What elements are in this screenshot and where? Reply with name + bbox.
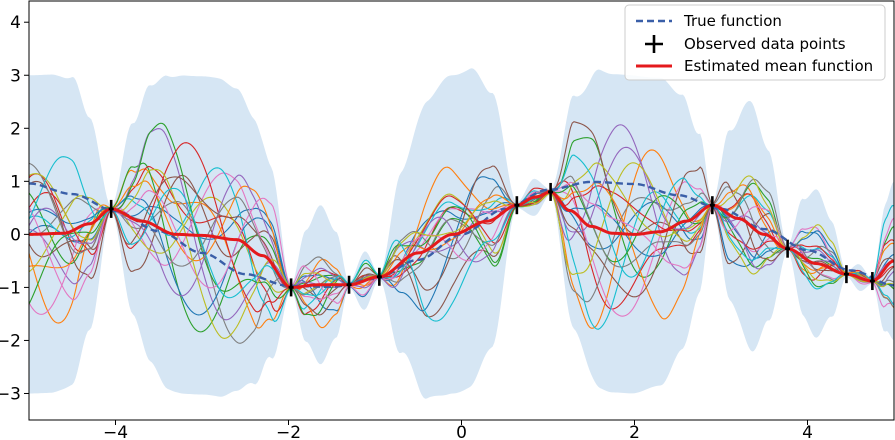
y-axis: −3 −2 −1 0 1 2 3 4 (0, 13, 29, 404)
observed-point (514, 196, 520, 215)
legend: True function Observed data points Estim… (624, 4, 886, 81)
y-tick-label: −2 (0, 331, 21, 351)
plot-area (29, 68, 894, 399)
x-tick-label: 0 (456, 423, 467, 440)
sample-function-line (29, 122, 894, 317)
observed-point (288, 278, 294, 297)
observed-point (376, 267, 382, 286)
legend-mean-function-label: Estimated mean function (684, 57, 873, 75)
sample-function-line (29, 154, 894, 322)
true-function-line (29, 180, 894, 289)
y-tick-label: 2 (10, 119, 21, 139)
sample-function-line (29, 142, 894, 313)
sample-function-line (29, 165, 894, 316)
observed-point (548, 182, 554, 201)
legend-observed-label: Observed data points (684, 35, 846, 53)
sample-function-line (29, 162, 894, 339)
x-axis: −4 −2 0 2 4 (103, 420, 813, 440)
x-tick-label: 2 (629, 423, 640, 440)
observed-point (108, 199, 114, 218)
observed-point (843, 265, 849, 284)
observed-point (869, 272, 875, 291)
observed-point (709, 196, 715, 215)
sample-function-line (29, 124, 894, 321)
legend-observed-swatch (645, 35, 663, 53)
y-tick-label: 4 (10, 13, 21, 33)
sample-function-line (29, 137, 894, 333)
sample-function-line (29, 162, 894, 296)
sample-function-line (29, 146, 894, 297)
legend-frame (624, 4, 886, 81)
y-tick-label: −3 (0, 384, 21, 404)
y-tick-label: 0 (10, 225, 21, 245)
y-tick-label: 3 (10, 66, 21, 86)
observed-data-points (108, 182, 875, 297)
legend-true-function-label: True function (683, 12, 782, 30)
x-tick-label: −2 (276, 423, 301, 440)
sample-function-line (29, 162, 894, 295)
x-tick-label: −4 (103, 423, 128, 440)
sample-function-line (29, 181, 894, 304)
y-tick-label: −1 (0, 278, 21, 298)
observed-point (346, 275, 352, 294)
sample-function-line (29, 121, 894, 318)
sample-function-line (29, 186, 894, 344)
sample-function-line (29, 165, 894, 316)
x-tick-label: 4 (802, 423, 813, 440)
mean-function-line (29, 190, 894, 289)
sample-function-line (29, 176, 894, 316)
observed-point (785, 239, 791, 258)
y-tick-label: 1 (10, 172, 21, 192)
